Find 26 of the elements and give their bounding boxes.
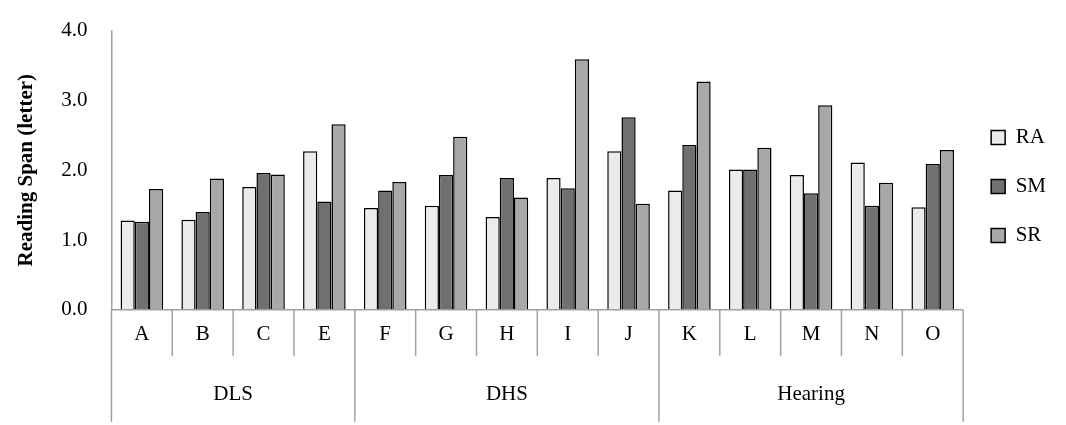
x-tick-label: H [499,320,515,345]
y-tick-label: 1.0 [61,226,88,251]
text: DHS [485,381,528,406]
x-tick-label: M [801,320,821,345]
y-tick-label: 2.0 [61,156,88,181]
y-tick-label: 3.0 [61,86,88,111]
x-tick-label: G [438,320,454,345]
legend-label: RA [1015,124,1046,149]
y-axis-title: Reading Span (letter) [13,73,38,267]
y-tick-label: 4.0 [61,17,88,42]
legend-label: SM [1015,173,1047,198]
text: Hearing [777,381,846,406]
x-tick-label: N [864,320,880,345]
y-tick-label: 0.0 [61,296,88,321]
x-tick-label: B [195,320,210,345]
x-tick-label: O [925,320,941,345]
text: DLS [213,381,253,406]
x-tick-label: E [317,320,331,345]
x-tick-label: A [134,320,151,345]
x-tick-label: F [379,320,392,345]
x-tick-label: I [564,320,572,345]
x-tick-label: L [743,320,757,345]
x-tick-label: C [256,320,271,345]
legend-label: SR [1015,222,1042,247]
x-tick-label: K [681,320,697,345]
x-tick-label: J [624,320,633,345]
